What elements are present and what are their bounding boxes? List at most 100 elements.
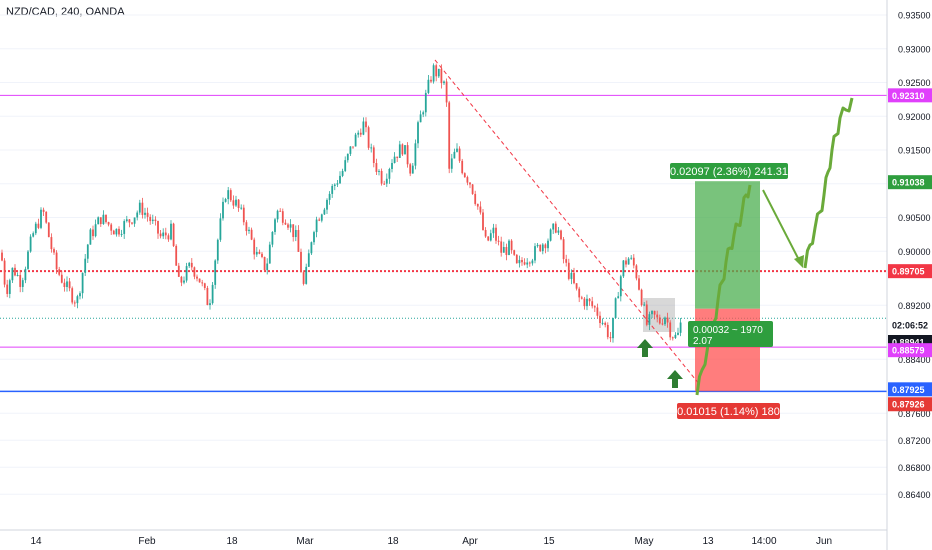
candle-body (268, 244, 271, 264)
price-tags: 0.923100.910380.8970502:06:520.889410.88… (888, 88, 932, 412)
candle-body (521, 259, 523, 263)
candle-body (560, 230, 562, 240)
candle-body (328, 193, 331, 200)
candle-body (437, 68, 440, 77)
candle-body (203, 283, 206, 288)
x-tick-label: 18 (226, 536, 238, 547)
tag-0-89705-bg (888, 264, 932, 279)
candle-body (258, 251, 261, 254)
candle-body (266, 263, 269, 271)
candle-body (661, 323, 664, 325)
candle-body (159, 233, 162, 237)
candle-body (120, 233, 123, 235)
candle-body (557, 230, 560, 233)
candle-body (240, 207, 243, 209)
candle-body (489, 233, 492, 241)
candle-body (24, 268, 27, 281)
candle-body (547, 240, 549, 249)
projection-arrow-line (762, 189, 801, 263)
candle-body (29, 236, 32, 252)
tag-0-87926: 0.87926 (892, 400, 925, 410)
candle-body (66, 281, 68, 287)
tag-0-88579-bg (888, 343, 932, 358)
candle-body (105, 214, 107, 223)
candle-body (27, 251, 29, 269)
candle-body (261, 253, 263, 257)
candle-body (326, 199, 328, 210)
tag-0-87925: 0.87925 (892, 385, 925, 395)
candle-body (534, 246, 536, 261)
candle-body (313, 232, 315, 243)
candle-body (531, 260, 534, 264)
candle-body (118, 228, 120, 235)
candle-body (544, 244, 547, 249)
candle-body (505, 247, 508, 255)
candle-body (502, 247, 505, 253)
candles (1, 63, 682, 343)
target-label-bg (670, 163, 788, 179)
candle-body (21, 280, 24, 287)
candle-body (289, 224, 292, 228)
candle-body (612, 317, 614, 339)
candle-body (71, 288, 74, 303)
candle-body (157, 221, 159, 234)
candle-body (107, 222, 110, 225)
candle-body (378, 170, 380, 172)
x-tick-label: Jun (816, 536, 832, 547)
candle-body (333, 184, 336, 186)
candle-body (128, 219, 131, 223)
drawings: 0.02097 (2.36%) 241.31 0.01015 (1.14%) 18… (434, 59, 854, 419)
candle-body (190, 262, 193, 268)
candle-body (367, 127, 370, 148)
candle-body (398, 144, 401, 158)
x-tick-label: Apr (462, 536, 478, 547)
tag-countdown: 02:06:52 (892, 321, 928, 331)
candle-body (651, 310, 653, 315)
candle-body (81, 272, 84, 294)
candle-body (596, 307, 599, 316)
candle-body (115, 228, 118, 235)
candle-body (567, 262, 570, 279)
candle-body (380, 170, 383, 184)
candle-body (141, 202, 144, 215)
candle-body (305, 266, 308, 284)
candle-body (448, 102, 451, 169)
candle-body (346, 153, 349, 161)
y-tick-label: 0.91500 (898, 146, 931, 156)
candle-body (523, 262, 526, 265)
candle-body (292, 224, 295, 238)
candle-body (3, 260, 6, 285)
x-axis: 14 Feb 18 Mar 18 Apr 15 May 13 14:00 Jun (0, 529, 887, 547)
candle-body (287, 224, 289, 228)
candle-body (11, 267, 14, 281)
candle-body (575, 283, 578, 289)
x-tick-label: 15 (543, 536, 555, 547)
candle-body (6, 284, 9, 294)
candle-body (482, 212, 484, 231)
candle-body (323, 209, 326, 215)
candle-body (183, 280, 185, 283)
x-tick-label: 18 (387, 536, 399, 547)
candle-body (344, 160, 347, 171)
candle-body (554, 223, 557, 233)
tag-0-92310-bg (888, 88, 932, 103)
candle-body (526, 262, 529, 265)
candle-body (385, 178, 388, 184)
candle-body (352, 146, 354, 148)
candle-body (131, 222, 133, 224)
candle-body (365, 121, 367, 128)
trendline (434, 59, 701, 386)
candle-body (484, 230, 487, 237)
target-zone (695, 181, 760, 309)
candle-body (645, 304, 648, 325)
mid-label-bg (688, 321, 773, 347)
candle-body (445, 81, 448, 103)
candle-body (359, 132, 362, 135)
x-tick-label: 13 (702, 536, 714, 547)
candle-body (653, 310, 656, 315)
candle-body (500, 241, 503, 253)
tag-current-price: 0.88941 (892, 338, 925, 348)
candle-body (469, 182, 471, 185)
candle-body (453, 151, 456, 159)
